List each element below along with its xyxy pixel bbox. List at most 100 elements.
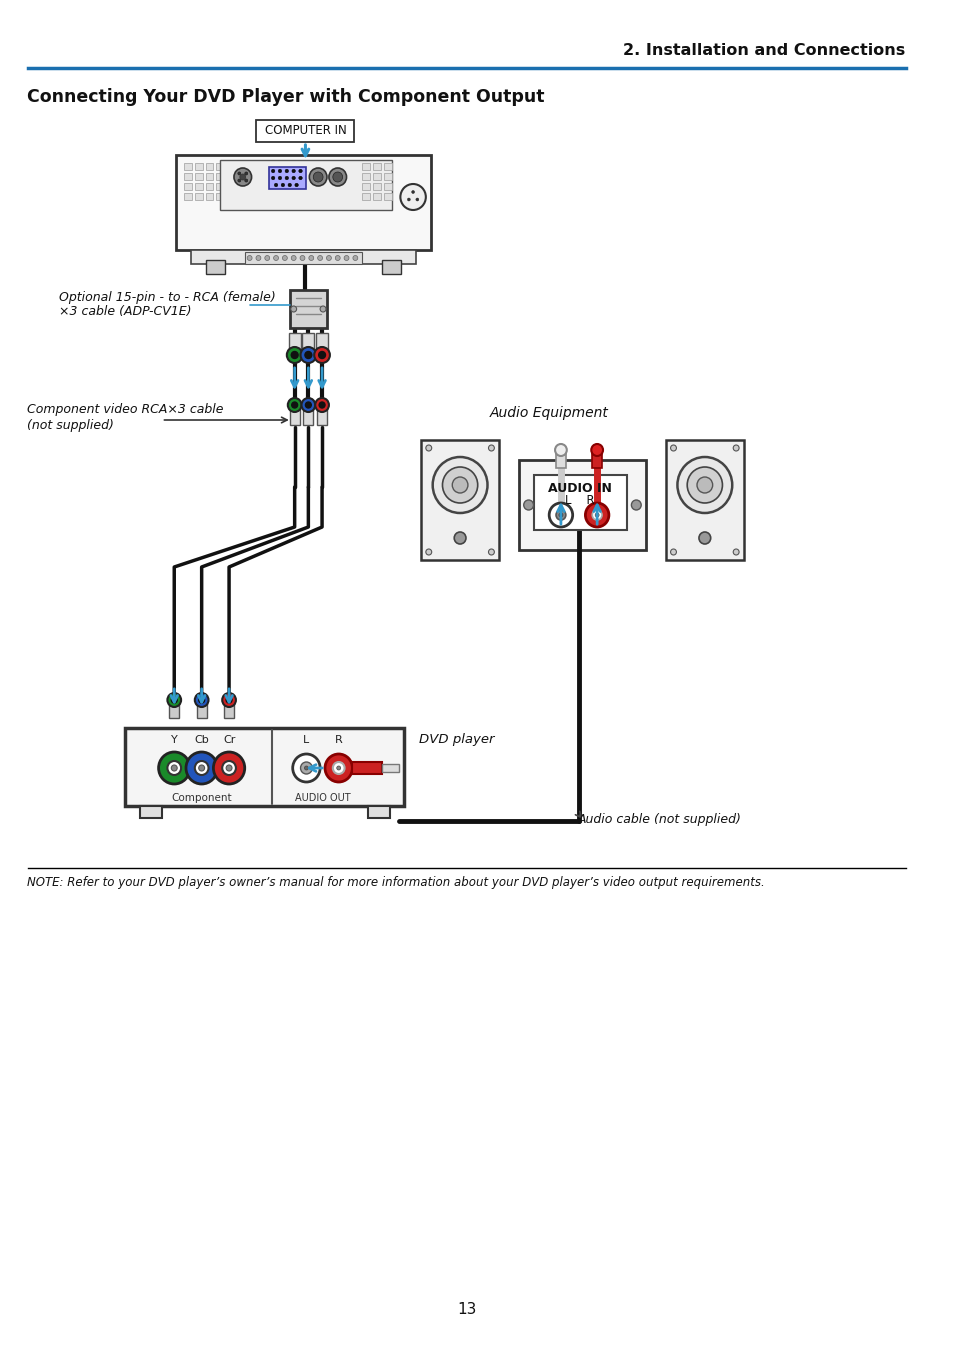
Circle shape <box>245 173 248 175</box>
Circle shape <box>288 183 292 187</box>
Bar <box>269 167 306 189</box>
Bar <box>184 193 192 200</box>
Circle shape <box>198 766 204 771</box>
Bar <box>216 173 224 181</box>
Circle shape <box>198 697 204 704</box>
Circle shape <box>425 549 432 555</box>
Bar <box>518 460 645 550</box>
Circle shape <box>631 500 640 510</box>
Circle shape <box>274 256 278 260</box>
Circle shape <box>677 457 732 514</box>
Circle shape <box>333 762 344 774</box>
Circle shape <box>317 256 322 260</box>
Circle shape <box>699 532 710 545</box>
Text: 13: 13 <box>456 1302 476 1317</box>
Circle shape <box>670 445 676 452</box>
Bar <box>383 193 391 200</box>
Text: Optional 15-pin - to - RCA (female): Optional 15-pin - to - RCA (female) <box>59 291 275 305</box>
Bar <box>289 333 300 355</box>
Bar <box>194 193 202 200</box>
Circle shape <box>697 477 712 493</box>
Circle shape <box>292 170 295 173</box>
Text: L: L <box>303 735 309 745</box>
Bar <box>303 404 313 425</box>
Circle shape <box>442 466 477 503</box>
Bar <box>362 173 370 181</box>
Circle shape <box>292 177 295 179</box>
Text: 2. Installation and Connections: 2. Installation and Connections <box>622 43 904 58</box>
Circle shape <box>326 256 331 260</box>
Circle shape <box>167 693 181 706</box>
Bar <box>227 173 234 181</box>
Circle shape <box>300 762 312 774</box>
Circle shape <box>285 170 289 173</box>
Text: NOTE: Refer to your DVD player’s owner’s manual for more information about your : NOTE: Refer to your DVD player’s owner’s… <box>28 876 764 888</box>
Bar <box>245 252 362 264</box>
Bar <box>170 700 179 718</box>
Bar <box>205 173 213 181</box>
Text: Component: Component <box>172 793 232 803</box>
Circle shape <box>167 762 181 775</box>
Bar <box>194 163 202 170</box>
Text: Y: Y <box>171 735 177 745</box>
Bar <box>381 260 401 274</box>
Bar <box>220 160 391 210</box>
Bar <box>362 163 370 170</box>
Bar <box>352 762 381 774</box>
Bar <box>420 439 498 559</box>
Bar <box>373 193 380 200</box>
Circle shape <box>305 402 311 408</box>
Circle shape <box>314 398 329 412</box>
Circle shape <box>294 183 298 187</box>
Text: Audio cable (not supplied): Audio cable (not supplied) <box>577 813 740 826</box>
Circle shape <box>320 306 326 311</box>
Bar <box>216 183 224 190</box>
Circle shape <box>318 352 325 359</box>
Circle shape <box>271 170 274 173</box>
Bar <box>227 163 234 170</box>
Circle shape <box>265 256 270 260</box>
Circle shape <box>336 766 340 770</box>
Circle shape <box>226 697 232 704</box>
Text: Component video RCA×3 cable: Component video RCA×3 cable <box>28 403 224 417</box>
Circle shape <box>595 514 598 518</box>
Circle shape <box>172 766 177 771</box>
Circle shape <box>733 445 739 452</box>
Bar <box>373 163 380 170</box>
Circle shape <box>298 170 302 173</box>
Bar <box>383 173 391 181</box>
Text: AUDIO IN: AUDIO IN <box>548 481 611 495</box>
Bar <box>665 439 743 559</box>
Bar <box>290 404 299 425</box>
Circle shape <box>278 170 281 173</box>
Bar <box>362 183 370 190</box>
Circle shape <box>222 762 235 775</box>
Circle shape <box>592 510 601 520</box>
Bar <box>224 700 233 718</box>
Circle shape <box>233 168 252 186</box>
Circle shape <box>353 256 357 260</box>
Bar <box>373 173 380 181</box>
Circle shape <box>288 398 301 412</box>
Circle shape <box>291 352 297 359</box>
Circle shape <box>309 168 327 186</box>
Text: AUDIO OUT: AUDIO OUT <box>294 793 350 803</box>
Circle shape <box>585 503 608 527</box>
Text: L    R: L R <box>564 493 595 507</box>
Bar <box>556 450 565 468</box>
Circle shape <box>287 346 302 363</box>
Bar <box>194 173 202 181</box>
Circle shape <box>309 256 314 260</box>
Bar <box>381 764 399 772</box>
Bar <box>191 249 416 264</box>
Bar <box>216 163 224 170</box>
Text: Cr: Cr <box>223 735 235 745</box>
Circle shape <box>523 500 533 510</box>
Circle shape <box>292 402 297 408</box>
Circle shape <box>555 443 566 456</box>
Circle shape <box>247 256 252 260</box>
Bar <box>196 700 207 718</box>
Bar <box>176 155 430 249</box>
Circle shape <box>733 549 739 555</box>
Text: COMPUTER IN: COMPUTER IN <box>264 124 346 137</box>
